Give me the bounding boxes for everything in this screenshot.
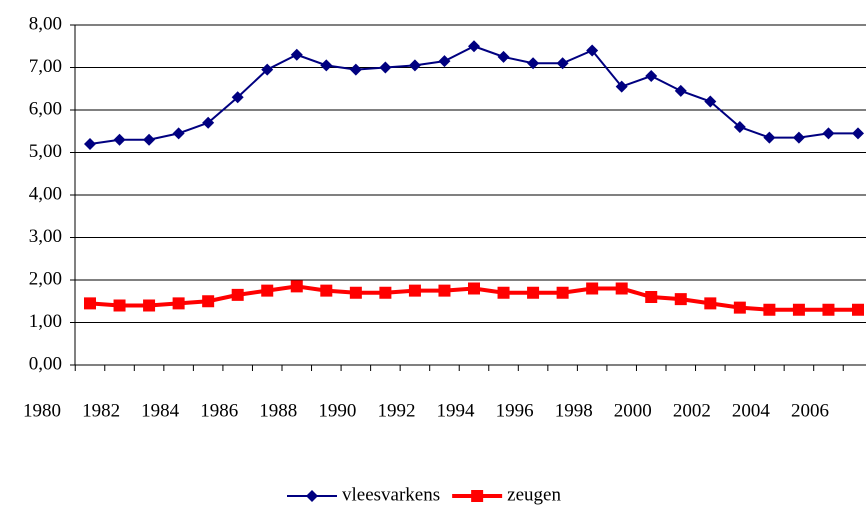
marker <box>231 288 244 301</box>
marker <box>290 280 303 293</box>
marker <box>379 61 392 74</box>
marker <box>84 297 96 310</box>
marker <box>290 48 303 61</box>
marker <box>231 91 244 104</box>
x-tick-label: 2004 <box>732 400 771 421</box>
marker <box>143 299 156 312</box>
marker <box>172 127 185 140</box>
marker <box>497 50 510 63</box>
y-tick-label: 4,00 <box>29 183 62 204</box>
x-tick-label: 2006 <box>791 400 829 421</box>
marker <box>261 284 274 297</box>
marker <box>527 286 540 299</box>
marker <box>615 282 628 295</box>
x-tick-label: 2000 <box>614 400 652 421</box>
marker <box>113 133 126 146</box>
marker <box>261 63 274 76</box>
marker <box>438 284 451 297</box>
marker <box>84 138 96 150</box>
marker <box>733 121 746 133</box>
marker <box>822 127 835 140</box>
marker <box>852 127 864 140</box>
x-tick-label: 1990 <box>318 400 356 421</box>
marker <box>349 286 362 299</box>
marker <box>822 303 835 316</box>
x-tick-label: 1998 <box>555 400 593 421</box>
marker <box>468 40 480 53</box>
marker <box>645 70 658 82</box>
marker <box>202 116 215 129</box>
y-tick-label: 7,00 <box>29 56 62 77</box>
marker <box>202 295 215 308</box>
marker <box>704 95 717 108</box>
x-tick-label: 1984 <box>141 400 180 421</box>
marker <box>645 291 658 303</box>
marker <box>674 84 687 97</box>
x-tick-label: 2002 <box>673 400 711 421</box>
marker <box>674 293 687 306</box>
marker <box>792 303 805 316</box>
x-tick-label: 1992 <box>377 400 415 421</box>
marker <box>763 303 776 316</box>
y-tick-label: 8,00 <box>29 13 62 34</box>
marker <box>320 59 333 72</box>
marker <box>497 286 510 299</box>
marker <box>408 284 421 297</box>
legend-marker <box>306 490 318 502</box>
x-tick-label: 1980 <box>23 400 61 421</box>
marker <box>349 63 362 76</box>
legend-label: vleesvarkens <box>342 484 440 505</box>
marker <box>143 133 156 146</box>
y-tick-label: 1,00 <box>29 311 62 332</box>
marker <box>586 282 599 295</box>
x-tick-label: 1982 <box>82 400 120 421</box>
marker <box>556 286 569 299</box>
y-tick-label: 6,00 <box>29 98 62 119</box>
marker <box>852 303 864 316</box>
marker <box>408 59 421 72</box>
marker <box>763 131 776 144</box>
legend-label: zeugen <box>507 484 561 505</box>
marker <box>379 286 392 299</box>
marker <box>615 80 628 93</box>
y-tick-label: 3,00 <box>29 226 62 247</box>
marker <box>704 297 717 310</box>
y-tick-label: 2,00 <box>29 268 62 289</box>
legend-marker <box>471 490 484 502</box>
marker <box>527 57 540 70</box>
y-tick-label: 0,00 <box>29 353 62 374</box>
x-tick-label: 1994 <box>437 400 476 421</box>
x-tick-label: 1986 <box>200 400 238 421</box>
marker <box>113 299 126 312</box>
marker <box>468 282 480 295</box>
marker <box>792 131 805 144</box>
marker <box>733 301 746 314</box>
x-tick-label: 1988 <box>259 400 297 421</box>
marker <box>586 44 599 57</box>
marker <box>438 55 451 68</box>
marker <box>320 284 333 297</box>
marker <box>556 57 569 70</box>
x-tick-label: 1996 <box>496 400 534 421</box>
marker <box>172 297 185 310</box>
y-tick-label: 5,00 <box>29 141 62 162</box>
